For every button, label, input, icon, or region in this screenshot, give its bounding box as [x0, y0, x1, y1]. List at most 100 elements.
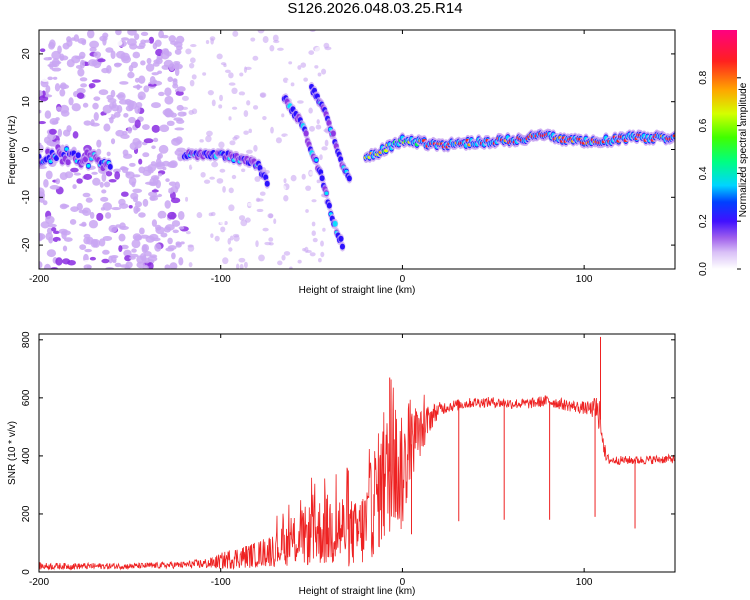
spectrogram-cell	[303, 130, 309, 137]
snr-spikes	[389, 336, 636, 535]
spectrogram-cell	[238, 141, 244, 146]
spectrogram-cell	[672, 134, 675, 138]
spectrogram-cell	[228, 204, 235, 212]
spectrogram-cell	[245, 233, 251, 241]
spectrogram-cell	[44, 94, 53, 98]
spectrogram-cell	[167, 237, 173, 245]
spectrogram-cell	[121, 55, 131, 64]
spectrogram-cell	[207, 90, 214, 96]
spectrogram-cell	[312, 237, 318, 243]
spectrogram-cell	[308, 107, 313, 114]
spectrogram-cell	[228, 72, 234, 79]
spectrogram-cell	[245, 72, 251, 76]
spectrogram-cell	[120, 191, 129, 197]
spectrogram-cell	[63, 237, 73, 242]
spectrogram-cell	[167, 211, 177, 220]
spectrogram-cell	[72, 234, 79, 240]
spectrogram-cell	[158, 262, 165, 268]
spectrogram-cell	[147, 255, 158, 262]
spectrogram-cell	[89, 211, 95, 219]
spectrogram-cell	[48, 236, 54, 244]
spectrogram-cell	[151, 124, 160, 133]
spectrogram-cell	[55, 117, 60, 121]
spectrogram-x-tick-label: 0	[400, 274, 406, 285]
spectrogram-cell	[133, 205, 139, 214]
spectrogram-cell	[79, 59, 85, 69]
spectrogram-cell	[191, 74, 197, 80]
spectrogram-cell	[142, 152, 150, 158]
spectrogram-cell	[228, 82, 236, 86]
spectrogram-cell	[188, 262, 193, 268]
spectrogram-cell	[193, 178, 200, 186]
spectrogram-cell	[246, 149, 253, 154]
spectrogram-cell	[132, 188, 143, 193]
spectrogram-cell	[41, 78, 50, 82]
spectrogram-cell	[140, 60, 146, 66]
spectrogram-cell	[324, 46, 332, 51]
spectrogram-cell	[281, 254, 286, 261]
snr-y-tick-label: 600	[21, 389, 32, 406]
spectrogram-cell	[232, 136, 238, 141]
spectrogram-cell	[130, 61, 138, 69]
spectrogram-cell	[208, 212, 213, 217]
snr-y-tick-label: 0	[21, 569, 32, 575]
spectrogram-cell	[132, 174, 141, 178]
spectrogram-cell	[132, 51, 141, 59]
spectrogram-cell	[167, 76, 174, 83]
spectrogram-cell	[140, 31, 149, 36]
spectrogram-cell	[164, 107, 172, 114]
spectrogram-cell	[123, 112, 129, 118]
spectrogram-cell	[224, 115, 229, 121]
spectrogram-cell	[338, 235, 344, 242]
snr-series-line	[39, 379, 675, 571]
spectrogram-cell	[110, 89, 116, 98]
spectrogram-cell	[119, 81, 129, 85]
spectrogram-cell	[124, 266, 131, 269]
spectrogram-cell	[111, 206, 121, 211]
spectrogram-cell	[134, 201, 143, 208]
spectrogram-cell	[173, 62, 180, 71]
spectrogram-cell	[289, 137, 293, 143]
spectrogram-cell	[151, 145, 156, 150]
spectrogram-cell	[105, 47, 114, 53]
spectrogram-cell	[283, 251, 291, 256]
spectrogram-cell	[308, 50, 315, 55]
spectrogram-cell	[45, 170, 53, 180]
spectrogram-cell	[171, 220, 181, 227]
spectrogram-cell	[53, 230, 60, 235]
spectrogram-cell	[143, 85, 150, 93]
spectrogram-cell	[47, 223, 57, 228]
spectrogram-cell	[162, 166, 167, 171]
spectrogram-cell	[160, 218, 167, 223]
spectrogram-cell	[96, 212, 104, 221]
spectrogram-cell	[171, 252, 176, 260]
spectrogram-cell	[51, 67, 62, 72]
spectrogram-cell	[262, 36, 269, 44]
spectrogram-cell	[89, 47, 97, 53]
colorbar-ticks: 0.0 0.2 0.4 0.6 0.8	[698, 70, 741, 276]
spectrogram-cell	[346, 175, 352, 182]
spectrogram-cell	[264, 180, 270, 187]
spectrogram-cell	[127, 71, 135, 79]
snr-x-tick-label: 100	[576, 577, 593, 588]
spectrogram-cell	[113, 62, 122, 68]
spectrogram-cell	[220, 62, 227, 66]
spectrogram-cell	[284, 135, 291, 140]
spectrogram-cell	[192, 121, 199, 127]
spectrogram-cell	[152, 79, 157, 84]
spectrogram-y-tick-label: 0	[21, 146, 32, 152]
spectrogram-cell	[311, 230, 316, 236]
spectrogram-cell	[297, 259, 302, 264]
spectrogram-cell	[102, 104, 112, 114]
spectrogram-cell	[185, 196, 189, 202]
spectrogram-cell	[118, 245, 123, 253]
spectrogram-cell	[169, 262, 178, 269]
spectrogram-cell	[238, 95, 245, 102]
spectrogram-cell	[182, 138, 189, 143]
spectrogram-cell	[322, 133, 328, 137]
spectrogram-cell	[185, 48, 192, 55]
spectrogram-cell	[129, 162, 136, 167]
spectrogram-cell	[138, 212, 146, 218]
spectrogram-cell	[118, 99, 129, 105]
